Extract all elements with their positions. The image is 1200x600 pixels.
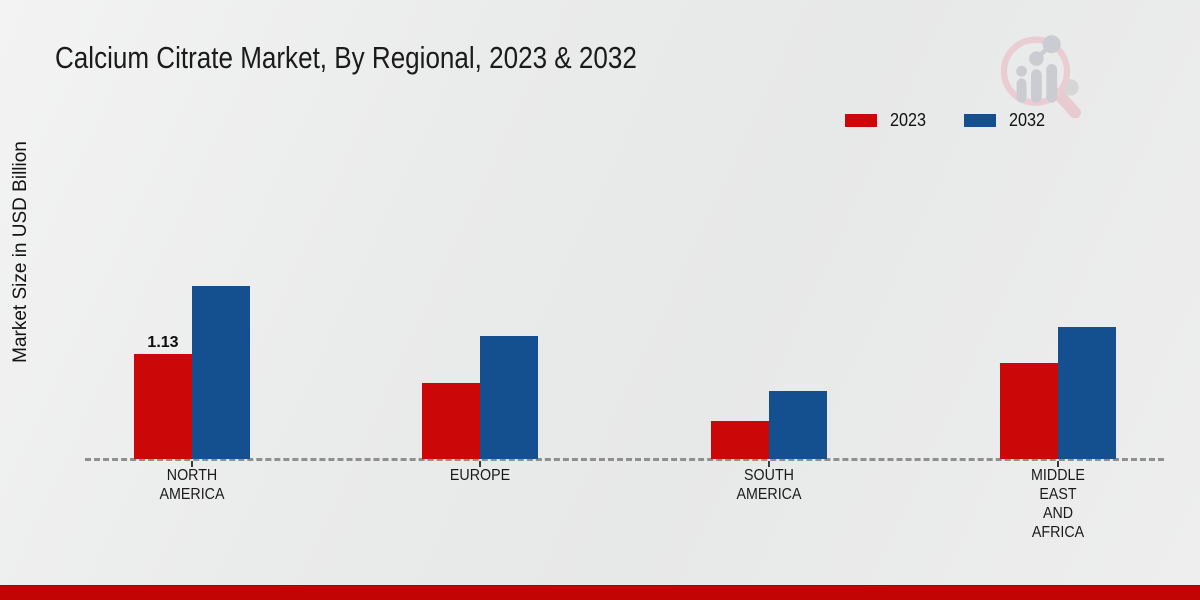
bottom-red-strip	[0, 585, 1200, 600]
bar-2023-region-1	[422, 383, 480, 459]
x-axis-tick	[1057, 461, 1059, 467]
bar-2032-region-0	[192, 286, 250, 459]
category-label: NORTH AMERICA	[159, 467, 225, 503]
bar-2032-region-3	[1058, 327, 1116, 459]
legend-item-2032: 2032	[964, 110, 1049, 131]
bar-2023-region-2	[711, 421, 769, 459]
category-label: MIDDLE EAST AND AFRICA	[1031, 467, 1085, 541]
bar-2032-region-2	[769, 391, 827, 459]
legend-label: 2032	[1009, 110, 1046, 130]
x-axis-baseline	[85, 458, 1164, 461]
bar-value-label: 1.13	[147, 334, 179, 351]
category-label: SOUTH AMERICA	[736, 467, 802, 503]
bar-2023-region-0	[134, 354, 192, 459]
legend-swatch	[845, 114, 877, 127]
legend-item-2023: 2023	[845, 110, 930, 131]
magnifier-bar-chart-logo-icon	[1000, 35, 1081, 118]
chart-title: Calcium Citrate Market, By Regional, 202…	[55, 40, 637, 75]
x-axis-tick	[191, 461, 193, 467]
bar-2023-region-3	[1000, 363, 1058, 459]
legend-swatch	[964, 114, 997, 127]
legend-label: 2023	[890, 110, 927, 130]
legend: 2023 2032	[845, 110, 1049, 131]
y-axis-label: Market Size in USD Billion	[10, 141, 31, 363]
x-axis-tick	[479, 461, 481, 467]
category-label: EUROPE	[449, 467, 511, 484]
x-axis-tick	[768, 461, 770, 467]
bar-2032-region-1	[480, 336, 538, 459]
